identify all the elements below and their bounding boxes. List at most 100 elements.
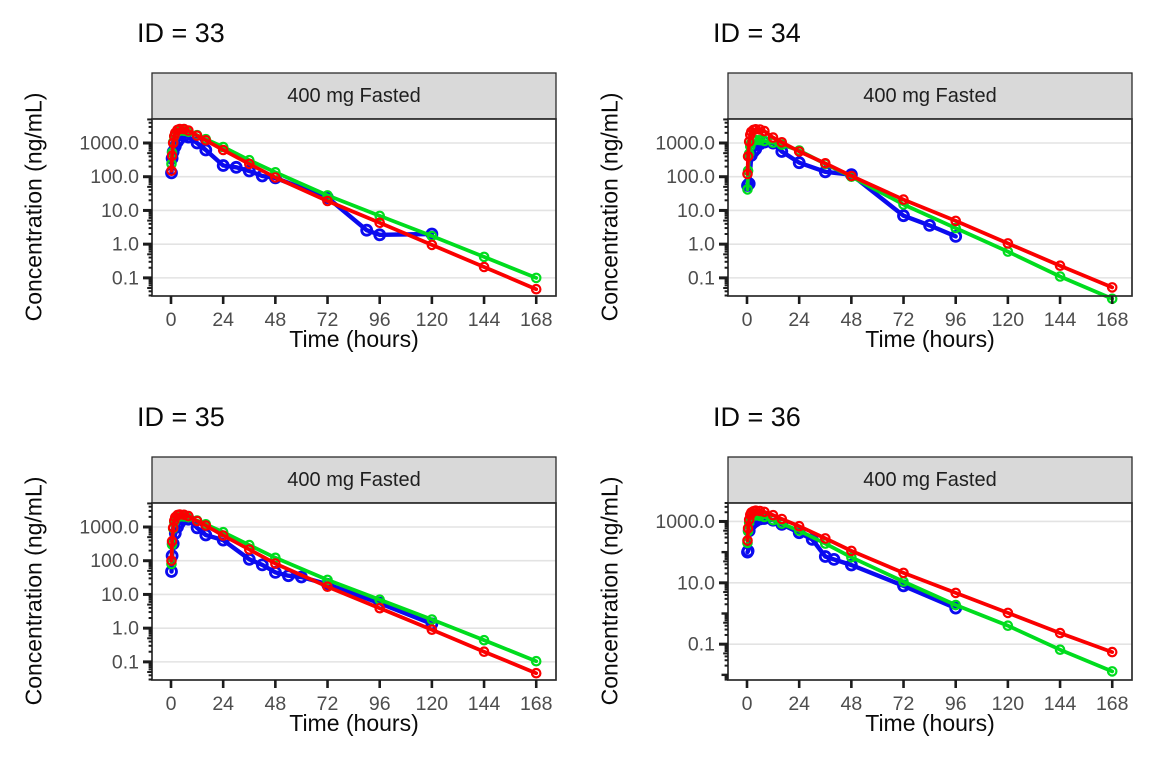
panel-title: ID = 36 xyxy=(713,402,801,432)
series-prediction-red-marker xyxy=(1002,607,1014,619)
series-observed-marker xyxy=(923,218,937,232)
series-prediction-green-marker xyxy=(1106,666,1118,677)
y-axis-title: Concentration (ng/mL) xyxy=(20,476,47,706)
panel-title: ID = 34 xyxy=(713,18,801,48)
x-tick-label: 24 xyxy=(212,309,234,331)
series-prediction-green-marker xyxy=(1054,644,1066,655)
series-prediction-red-marker xyxy=(166,555,177,566)
series-prediction-red-marker xyxy=(217,530,229,541)
y-tick-label: 1000.0 xyxy=(79,133,139,155)
x-tick-label: 120 xyxy=(416,693,449,715)
series-prediction-red-marker xyxy=(191,515,203,527)
x-tick-label: 0 xyxy=(742,693,753,715)
series-prediction-red-marker xyxy=(846,170,857,182)
series-prediction-red-marker xyxy=(478,646,490,657)
series-observed-marker xyxy=(165,565,178,578)
x-tick-label: 144 xyxy=(468,309,501,331)
y-axis-title: Concentration (ng/mL) xyxy=(596,476,623,706)
series-prediction-red-marker xyxy=(820,533,831,544)
series-observed-marker xyxy=(229,160,243,174)
x-axis-title: Time (hours) xyxy=(865,326,995,352)
series-prediction-red-marker xyxy=(1054,260,1066,271)
x-tick-label: 24 xyxy=(788,693,810,715)
series-prediction-green-marker xyxy=(426,614,438,625)
series-prediction-red-marker xyxy=(374,602,385,614)
series-prediction-red-marker xyxy=(742,168,753,180)
plot-canvas-35: 1000.0 100.0 10.0 1.0 0.1 0 24 48 72 96 120 144 168 xyxy=(79,456,557,715)
x-tick-label: 48 xyxy=(841,693,863,715)
series-prediction-red-marker xyxy=(759,506,770,518)
series-prediction-red-marker xyxy=(742,151,754,162)
subplot-id-33: 1000.0 100.0 10.0 1.0 0.1 0 24 48 72 96 120 144 168 … xyxy=(0,0,576,384)
series-prediction-red-marker xyxy=(1106,282,1118,293)
facet-strip-box xyxy=(727,72,1133,120)
plot-canvas-36: 1000.0 10.0 0.1 0 24 48 72 96 120 144 168 xyxy=(655,456,1133,715)
series-prediction-red-marker xyxy=(183,510,194,522)
facet-strip-label: 400 mg Fasted xyxy=(863,469,997,491)
plot-canvas-34: 1000.0 100.0 10.0 1.0 0.1 0 24 48 72 96 120 144 168 xyxy=(655,72,1133,331)
x-tick-label: 48 xyxy=(841,309,863,331)
x-tick-label: 168 xyxy=(1096,309,1129,331)
x-tick-label: 0 xyxy=(166,309,177,331)
series-prediction-red-marker xyxy=(167,137,179,149)
series-prediction-red-marker xyxy=(166,150,178,161)
y-axis-title: Concentration (ng/mL) xyxy=(20,92,47,322)
y-tick-label: 100.0 xyxy=(90,550,139,572)
series-prediction-red-marker xyxy=(530,283,542,295)
x-tick-label: 72 xyxy=(317,693,339,715)
series-prediction-red-marker xyxy=(950,215,961,227)
x-tick-label: 24 xyxy=(212,693,234,715)
x-axis-title: Time (hours) xyxy=(865,710,995,736)
series-observed-marker xyxy=(844,558,858,572)
series-prediction-red xyxy=(742,124,1118,293)
series-prediction-red-marker xyxy=(1002,238,1014,249)
series-observed-marker xyxy=(741,544,755,558)
y-tick-label: 1.0 xyxy=(112,618,139,640)
series-prediction-green-marker xyxy=(530,272,542,284)
panel-title: ID = 33 xyxy=(137,18,225,48)
series-prediction-red-marker xyxy=(200,135,212,146)
y-tick-label: 1000.0 xyxy=(655,133,715,155)
series-prediction-red-marker xyxy=(898,194,909,205)
series-prediction-green-marker xyxy=(530,655,542,667)
series-prediction-red-marker xyxy=(1054,627,1066,639)
subplot-id-35: 1000.0 100.0 10.0 1.0 0.1 0 24 48 72 96 120 144 168 … xyxy=(0,384,576,768)
panel-border xyxy=(151,502,557,681)
series-prediction-green-marker xyxy=(478,634,490,646)
x-tick-label: 24 xyxy=(788,309,810,331)
series-prediction-red-marker xyxy=(478,261,490,273)
series-prediction-red-marker xyxy=(743,136,755,147)
y-tick-label: 100.0 xyxy=(90,166,139,188)
x-tick-label: 72 xyxy=(317,309,339,331)
series-prediction-red-marker xyxy=(244,158,255,170)
series-prediction-red-marker xyxy=(270,558,281,569)
x-axis-title: Time (hours) xyxy=(289,326,419,352)
x-tick-label: 0 xyxy=(166,693,177,715)
y-tick-label: 10.0 xyxy=(677,200,715,222)
panel-title: ID = 35 xyxy=(137,402,225,432)
x-tick-label: 168 xyxy=(520,309,553,331)
x-tick-label: 48 xyxy=(265,693,287,715)
series-prediction-red-marker xyxy=(767,509,779,521)
y-tick-label: 0.1 xyxy=(688,634,715,656)
series-observed-marker xyxy=(792,156,806,170)
series-prediction-red-marker xyxy=(374,217,385,229)
series-prediction-red-marker xyxy=(530,667,542,679)
y-tick-label: 0.1 xyxy=(112,267,139,289)
series-prediction-red-marker xyxy=(217,144,229,156)
x-tick-label: 144 xyxy=(468,693,501,715)
x-tick-label: 96 xyxy=(945,309,967,331)
panel-border xyxy=(151,118,557,297)
series-observed-marker xyxy=(360,223,374,237)
y-tick-label: 0.1 xyxy=(112,651,139,673)
series-prediction-red-marker xyxy=(950,587,961,599)
series-prediction-red-marker xyxy=(742,535,753,546)
x-tick-label: 72 xyxy=(893,693,915,715)
series-prediction-red-marker xyxy=(846,545,857,557)
series-prediction-red-marker xyxy=(200,520,212,531)
panel-border xyxy=(727,118,1133,297)
series-prediction-red-line xyxy=(745,127,1115,290)
series-prediction-red-marker xyxy=(426,624,438,635)
x-tick-label: 48 xyxy=(265,309,287,331)
series-prediction-red-marker xyxy=(793,146,805,157)
